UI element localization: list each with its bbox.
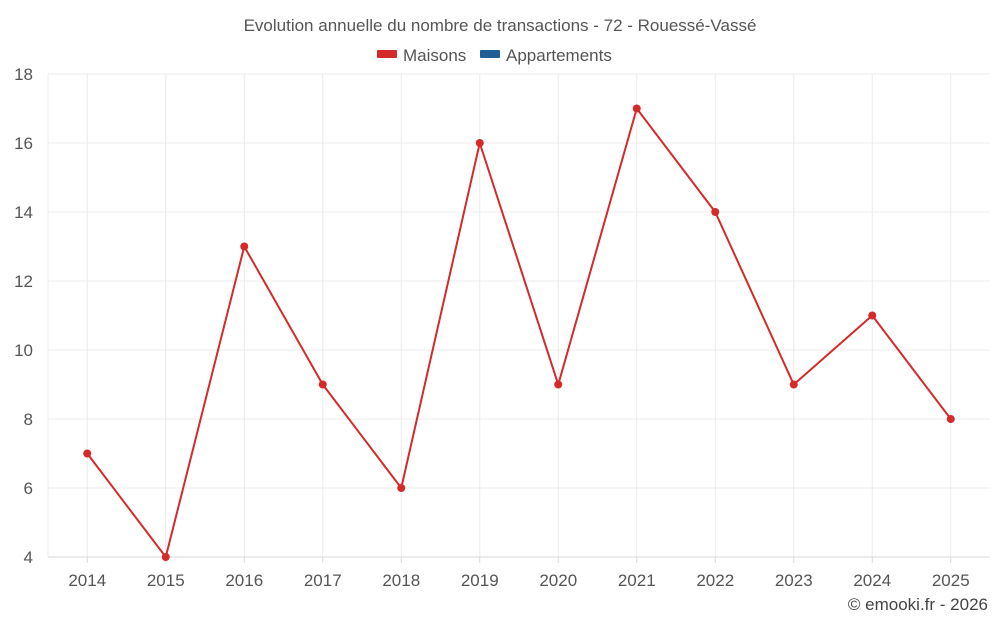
- y-tick-label: 10: [14, 341, 33, 360]
- y-axis-ticks: 4 6 8 10 12 14 16 18: [14, 65, 33, 567]
- y-tick-label: 8: [24, 410, 33, 429]
- data-point[interactable]: [83, 449, 92, 458]
- x-axis-ticks: 2014 2015 2016 2017 2018 2019 2020 2021 2022 2023…: [68, 557, 970, 590]
- x-tick-label: 2020: [539, 571, 577, 590]
- y-tick-label: 12: [14, 272, 33, 291]
- data-point[interactable]: [397, 484, 406, 492]
- chart-title: Evolution annuelle du nombre de transact…: [244, 16, 757, 35]
- x-tick-label: 2014: [68, 571, 106, 590]
- x-tick-label: 2023: [775, 571, 813, 590]
- x-tick-label: 2019: [461, 571, 499, 590]
- x-tick-label: 2015: [147, 571, 185, 590]
- data-point[interactable]: [946, 415, 955, 423]
- y-tick-label: 6: [24, 479, 33, 498]
- x-tick-label: 2021: [618, 571, 656, 590]
- y-tick-label: 4: [24, 548, 33, 567]
- x-tick-label: 2025: [932, 571, 970, 590]
- data-point[interactable]: [554, 380, 563, 389]
- legend-item-maisons[interactable]: Maisons: [377, 46, 466, 65]
- x-tick-label: 2016: [225, 571, 263, 590]
- legend-label-appartements: Appartements: [506, 46, 612, 65]
- y-tick-label: 14: [14, 203, 33, 222]
- y-tick-label: 18: [14, 65, 33, 84]
- data-point[interactable]: [632, 104, 641, 113]
- data-point[interactable]: [868, 311, 877, 320]
- legend: Maisons Appartements: [377, 46, 612, 65]
- legend-label-maisons: Maisons: [403, 46, 466, 65]
- data-point[interactable]: [711, 208, 720, 216]
- x-tick-label: 2022: [696, 571, 734, 590]
- x-tick-label: 2017: [304, 571, 342, 590]
- legend-swatch-appartements: [480, 50, 500, 58]
- series-maisons: [83, 104, 955, 561]
- x-tick-label: 2024: [853, 571, 891, 590]
- data-point[interactable]: [318, 380, 327, 389]
- data-point[interactable]: [789, 380, 798, 389]
- grid: [48, 73, 990, 557]
- y-tick-label: 16: [14, 134, 33, 153]
- data-point[interactable]: [475, 139, 484, 147]
- series-line-maisons: [86, 107, 952, 558]
- axes: [47, 74, 990, 558]
- legend-swatch-maisons: [377, 50, 397, 58]
- data-point[interactable]: [240, 242, 249, 251]
- legend-item-appartements[interactable]: Appartements: [480, 46, 612, 65]
- copyright-text: © emooki.fr - 2026: [848, 595, 988, 614]
- x-tick-label: 2018: [382, 571, 420, 590]
- data-point[interactable]: [161, 553, 170, 561]
